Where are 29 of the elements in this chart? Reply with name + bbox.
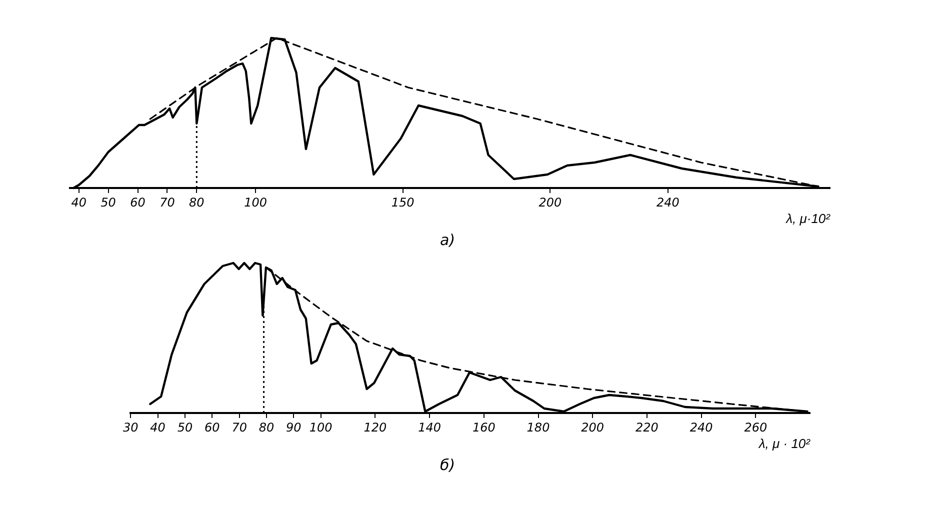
x-tick-label: 240 xyxy=(690,420,714,434)
text: б) xyxy=(440,456,456,474)
x-tick-label: 70 xyxy=(232,420,248,434)
x-axis-title: λ, μ·10² xyxy=(785,210,831,226)
text: а) xyxy=(440,231,456,249)
x-tick-label: 80 xyxy=(189,195,205,210)
x-tick-label: 60 xyxy=(130,195,146,210)
x-tick-label: 160 xyxy=(472,420,496,434)
x-tick-label: 100 xyxy=(309,420,333,434)
x-tick-label: 150 xyxy=(391,195,415,210)
x-tick-label: 30 xyxy=(122,420,139,434)
x-tick-label: 220 xyxy=(636,420,659,434)
x-tick-label: 260 xyxy=(744,420,768,434)
x-tick-label: 40 xyxy=(150,420,166,434)
x-tick-label: 70 xyxy=(160,195,176,210)
x-tick-label: 50 xyxy=(100,195,116,210)
x-tick-label: 120 xyxy=(364,420,388,434)
x-tick-label: 240 xyxy=(656,195,680,210)
x-tick-label: 50 xyxy=(177,420,193,434)
x-tick-label: 200 xyxy=(538,195,562,210)
x-tick-label: 100 xyxy=(244,195,268,210)
x-axis-title: λ, μ · 10² xyxy=(758,436,811,451)
x-tick-label: 180 xyxy=(526,420,550,434)
x-tick-label: 140 xyxy=(418,420,442,434)
x-tick-label: 80 xyxy=(258,420,274,434)
x-tick-label: 60 xyxy=(204,420,220,434)
x-tick-label: 200 xyxy=(581,420,604,434)
x-tick-label: 90 xyxy=(286,420,302,434)
x-tick-label: 40 xyxy=(71,195,87,210)
